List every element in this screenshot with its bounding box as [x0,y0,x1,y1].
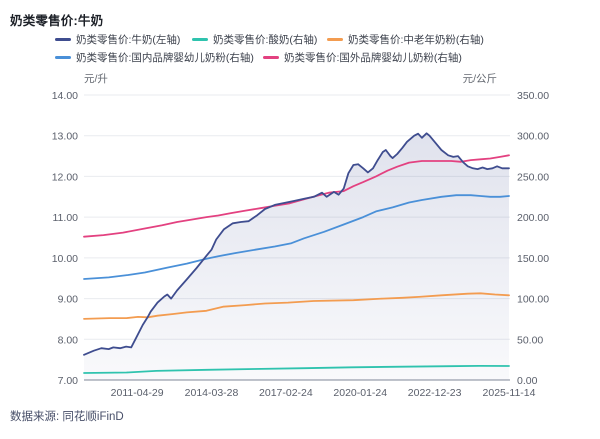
x-axis-tick: 2025-11-14 [483,387,536,399]
chart-title: 奶类零售价:牛奶 [10,14,104,28]
right-axis-unit: 元/公斤 [463,73,497,85]
right-axis-tick: 100.00 [517,294,549,306]
left-axis-unit: 元/升 [84,73,108,85]
series-line-奶类零售价:牛奶(左轴) [83,132,510,356]
series-area-奶类零售价:牛奶(左轴) [84,133,509,380]
right-axis-tick: 250.00 [517,171,549,183]
x-axis-tick: 2020-01-24 [333,387,387,399]
legend-item-1[interactable]: 奶类零售价:酸奶(右轴) [192,32,317,46]
legend-swatch-icon [55,37,71,41]
legend-swatch-icon [192,37,208,41]
x-axis-tick: 2014-03-28 [185,387,239,399]
right-axis-tick: 0.00 [517,375,538,387]
right-axis-tick: 150.00 [517,253,549,265]
legend-label: 奶类零售价:中老年奶粉(右轴) [348,33,484,46]
left-axis-tick: 10.00 [52,253,78,265]
x-axis-tick: 2022-12-23 [408,387,462,399]
data-source-label: 数据来源: 同花顺iFinD [10,411,124,423]
left-axis-tick: 11.00 [53,212,79,224]
left-axis-tick: 14.00 [52,90,78,102]
legend: 奶类零售价:牛奶(左轴) 奶类零售价:酸奶(右轴) 奶类零售价:中老年奶粉(右轴) 奶… [0,0,600,70]
x-axis-tick: 2011-04-29 [111,387,164,399]
legend-swatch-icon [327,37,343,41]
legend-item-2[interactable]: 奶类零售价:中老年奶粉(右轴) [327,32,484,46]
right-axis-tick: 200.00 [517,212,549,224]
legend-swatch-icon [55,55,71,59]
legend-item-0[interactable]: 奶类零售价:牛奶(左轴) [55,32,180,46]
series-line-奶类零售价:中老年奶粉(右轴) [83,292,510,320]
legend-label: 奶类零售价:酸奶(右轴) [213,33,318,46]
left-axis-tick: 13.00 [52,131,78,143]
left-axis-tick: 9.00 [58,294,79,306]
right-axis-tick: 50.00 [517,334,543,346]
legend-label: 奶类零售价:国内品牌婴幼儿奶粉(右轴) [76,51,254,64]
legend-label: 奶类零售价:国外品牌婴幼儿奶粉(右轴) [284,51,462,64]
legend-item-3[interactable]: 奶类零售价:国内品牌婴幼儿奶粉(右轴) [55,50,254,64]
legend-label: 奶类零售价:牛奶(左轴) [76,33,181,46]
legend-item-4[interactable]: 奶类零售价:国外品牌婴幼儿奶粉(右轴) [263,50,462,64]
series-line-奶类零售价:酸奶(右轴) [83,365,510,374]
right-axis-tick: 350.00 [517,90,549,102]
right-axis-tick: 300.00 [517,131,549,143]
left-axis-tick: 7.00 [58,375,79,387]
series-line-奶类零售价:国内品牌婴幼儿奶粉(右轴) [83,194,510,280]
series-line-奶类零售价:国外品牌婴幼儿奶粉(右轴) [83,154,510,238]
legend-swatch-icon [263,55,279,59]
left-axis-tick: 12.00 [52,171,78,183]
x-axis-tick: 2017-02-24 [259,387,313,399]
left-axis-tick: 8.00 [58,334,79,346]
